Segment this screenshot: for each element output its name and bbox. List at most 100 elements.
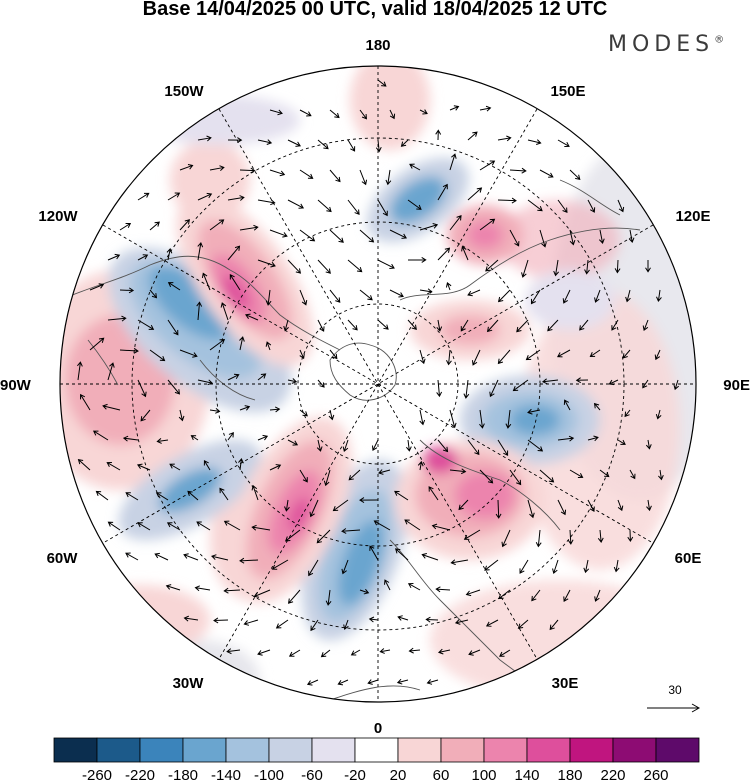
wind-arrow [257,139,273,145]
colorbar-swatch [96,737,141,763]
wind-arrow [203,460,211,471]
wind-arrow [377,79,387,87]
wind-arrow [137,192,150,201]
wind-arrow [449,409,457,429]
wind-arrow [449,215,462,231]
wind-arrow [347,259,363,273]
wind-arrow [407,199,422,210]
wind-arrow [512,379,529,392]
wind-arrow [419,223,439,231]
wind-arrow [107,253,121,261]
wind-arrow [245,313,259,321]
wind-arrow [437,439,449,453]
wind-arrow [389,109,396,120]
wind-arrow [310,619,319,632]
wind-arrow [656,289,662,302]
wind-arrow [201,272,211,291]
wind-arrow [583,559,590,574]
wind-arrow [227,195,245,201]
wind-arrow [368,616,379,623]
wind-arrow [137,254,149,261]
wind-arrow [373,520,391,531]
wind-arrow [257,373,267,381]
wind-arrow [197,192,213,201]
lon-label-120e: 120E [675,208,710,225]
wind-arrow [299,289,308,306]
wind-arrow [92,430,109,441]
colorbar-swatch [139,737,184,763]
colorbar-swatch [311,737,356,763]
wind-arrow [77,361,83,381]
wind-arrow [594,589,601,602]
wind-arrow [479,469,494,484]
wind-arrow [269,109,283,116]
wind-arrow [347,199,360,215]
colorbar-swatch [569,737,614,763]
wind-arrow [251,484,259,501]
colorbar-tick-label: -140 [211,767,241,783]
wind-arrow [531,589,541,602]
wind-arrow [509,229,520,247]
wind-arrow [486,319,499,333]
wind-arrow [645,439,652,450]
wind-arrow [149,289,158,299]
wind-arrow [197,241,204,261]
lon-label-90e: 90E [723,377,750,394]
wind-arrow [449,105,460,111]
wind-arrow [535,529,542,548]
wind-arrow [617,499,624,512]
wind-arrow [89,283,105,291]
wind-arrow [341,528,361,534]
wind-arrow [329,289,341,303]
wind-arrow [587,199,596,213]
wind-arrow [269,229,288,238]
wind-arrow [226,648,241,655]
wind-arrow [479,160,496,171]
wind-arrow [654,349,661,361]
wind-arrow [308,559,319,577]
wind-arrow [377,319,389,330]
map-title: Base 14/04/2025 00 UTC, valid 18/04/2025… [142,0,608,20]
wind-arrow [239,557,259,564]
colorbar-tick-label: -20 [344,767,366,783]
wind-arrow [479,218,496,231]
wind-arrow [517,619,529,629]
wind-arrow [359,229,375,243]
wind-arrow [655,409,662,420]
wind-arrow [299,169,314,179]
wind-arrow [89,337,105,351]
colorbar-tick-label: 260 [643,767,668,783]
wind-arrow [284,499,290,512]
wind-arrow [625,289,631,303]
wind-arrow [329,229,344,243]
wind-arrow [95,490,109,501]
wind-arrow [394,490,409,501]
wind-arrow [495,499,502,519]
wind-arrow [405,439,412,452]
wind-arrow [497,135,512,142]
wind-arrow [567,529,574,545]
wind-arrow [436,319,443,332]
lon-label-30w: 30W [173,675,205,692]
wind-arrow [317,379,325,388]
wind-arrow [269,464,282,471]
wind-arrow [287,139,301,147]
wind-arrow [461,245,469,261]
wind-arrow [597,529,604,544]
modes-logo: MODES® [608,32,724,57]
registered-mark: ® [714,34,725,46]
wind-arrow [227,373,240,381]
wind-arrow [317,199,332,213]
wind-arrow [407,319,417,331]
wind-arrow [287,378,298,384]
wind-arrow [239,224,259,231]
wind-arrow [343,619,349,630]
wind-arrow [269,406,281,413]
wind-vectors [77,79,680,686]
colorbar-swatch [440,737,485,763]
wind-arrow [454,619,469,625]
wind-arrow [645,259,651,273]
wind-arrow [579,319,589,331]
wind-arrow [614,259,621,274]
wind-arrow [329,109,340,119]
